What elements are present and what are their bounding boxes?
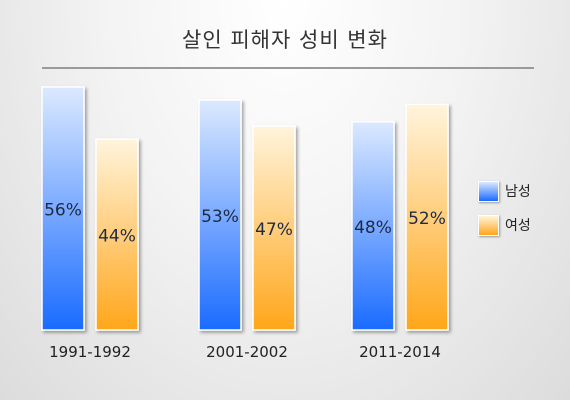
legend: 남성 여성 [478,180,531,248]
legend-label-male: 남성 [505,184,531,200]
title-divider [42,67,534,69]
data-label-male-2011-2014: 48% [354,218,392,238]
legend-swatch-female [478,214,499,236]
x-tick-label-2011-2014: 2011-2014 [359,343,441,361]
x-tick-label-1991-1992: 1991-1992 [49,343,131,361]
legend-item-male: 남성 [478,180,531,202]
data-label-female-1991-1992: 44% [98,227,136,247]
legend-label-female: 여성 [505,218,531,234]
legend-item-female: 여성 [478,214,531,236]
data-label-male-2001-2002: 53% [201,207,239,227]
data-label-female-2011-2014: 52% [408,209,446,229]
bar-male-2001-2002 [198,99,242,331]
bar-female-2011-2014 [405,103,449,331]
x-tick-label-2001-2002: 2001-2002 [206,343,288,361]
bar-female-2001-2002 [252,125,296,331]
data-label-male-1991-1992: 56% [44,201,82,221]
bar-male-2011-2014 [351,120,395,331]
legend-swatch-male [478,180,499,202]
data-label-female-2001-2002: 47% [255,220,293,240]
bar-female-1991-1992 [95,138,139,331]
bar-male-1991-1992 [41,86,85,331]
chart-title: 살인 피해자 성비 변화 [182,28,388,52]
